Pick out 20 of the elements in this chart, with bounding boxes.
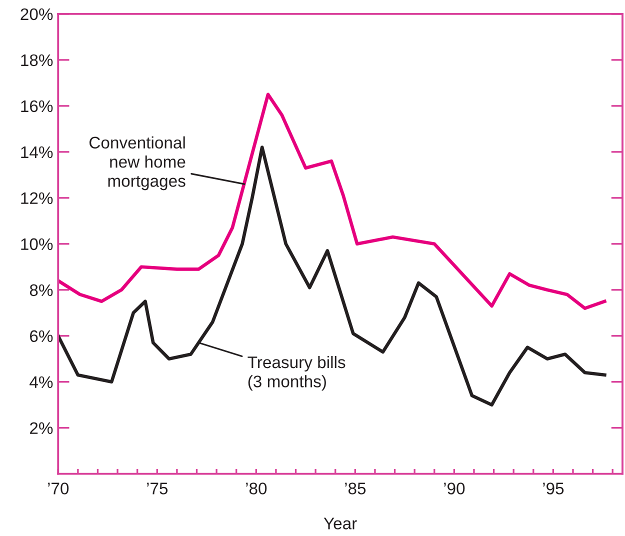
y-tick-label: 6% xyxy=(30,330,53,342)
x-tick-label: ’80 xyxy=(246,482,267,494)
x-tick-label: ’75 xyxy=(147,482,168,494)
y-tick-label: 10% xyxy=(21,238,53,250)
y-tick-label: 8% xyxy=(30,284,53,296)
x-tick-label: ’85 xyxy=(345,482,366,494)
y-tick-label: 14% xyxy=(21,146,53,158)
x-tick-label: ’90 xyxy=(444,482,465,494)
y-tick-label: 18% xyxy=(21,54,53,66)
annotation: Conventional new home mortgages xyxy=(90,136,186,190)
y-tick-label: 12% xyxy=(21,192,53,204)
line-series xyxy=(58,92,606,310)
y-tick-label: 20% xyxy=(20,8,53,20)
x-tick-label: ’95 xyxy=(543,482,564,494)
x-tick-label: ’70 xyxy=(48,482,69,494)
y-tick-label: 4% xyxy=(30,376,53,388)
x-axis-title: Year xyxy=(324,518,357,530)
y-tick-label: 2% xyxy=(30,422,53,434)
annotation: Treasury bills (3 months) xyxy=(248,356,346,391)
y-tick-label: 16% xyxy=(21,100,53,112)
